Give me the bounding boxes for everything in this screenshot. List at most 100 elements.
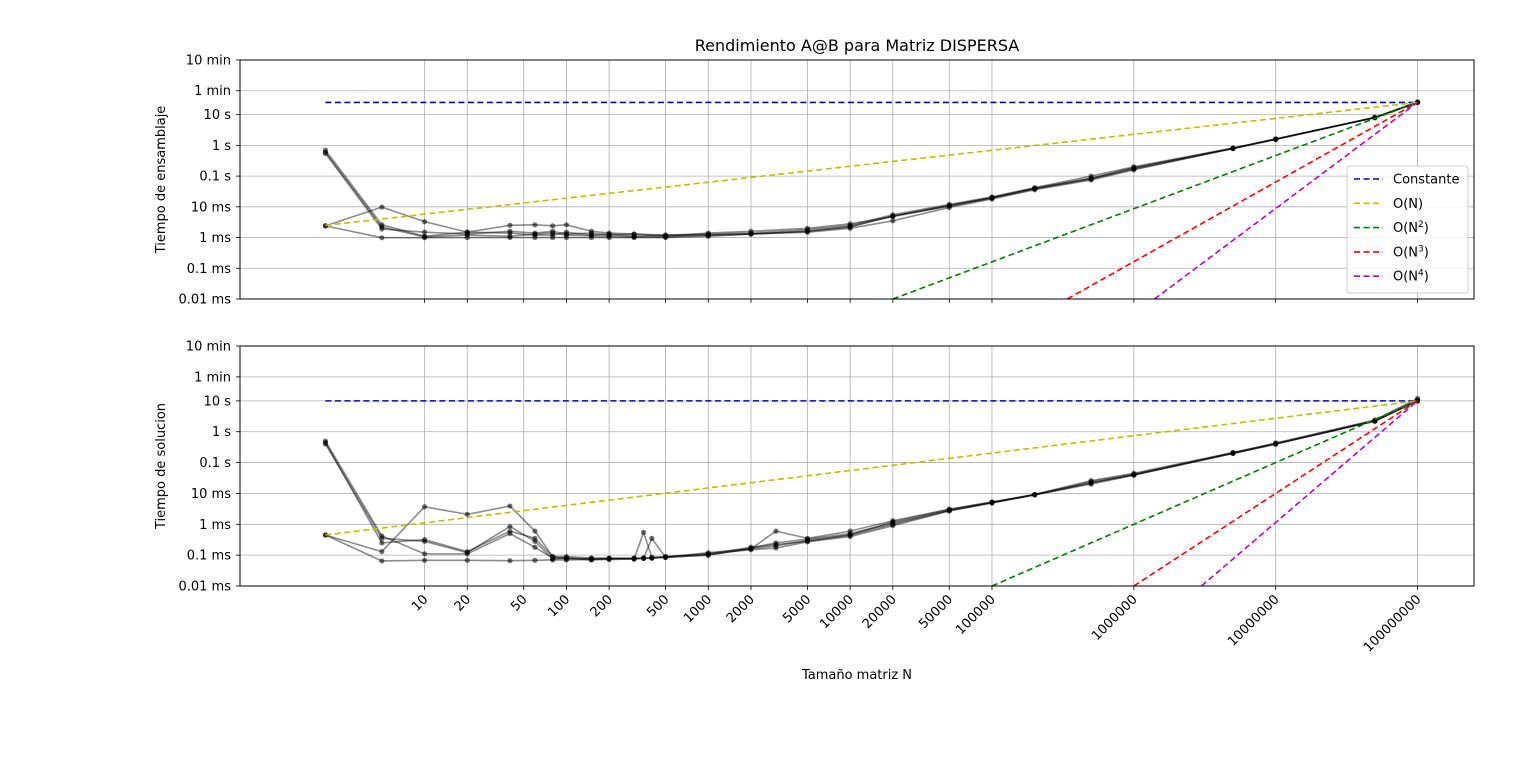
data-point bbox=[1273, 441, 1279, 447]
data-point bbox=[847, 532, 853, 538]
data-point bbox=[550, 557, 556, 563]
data-point bbox=[588, 556, 594, 563]
data-point bbox=[1131, 164, 1137, 171]
y-tick-label: 10 s bbox=[204, 394, 232, 409]
data-point bbox=[464, 551, 470, 557]
data-point bbox=[532, 535, 538, 541]
legend-label: O(N3) bbox=[1393, 244, 1429, 260]
y-tick-label: 1 ms bbox=[199, 518, 231, 533]
chart-title: Rendimiento A@B para Matriz DISPERSA bbox=[695, 36, 1020, 55]
data-point bbox=[804, 537, 811, 544]
data-point bbox=[421, 235, 428, 241]
data-point bbox=[890, 521, 896, 527]
data-point bbox=[507, 503, 513, 509]
data-point bbox=[379, 558, 385, 564]
data-point bbox=[550, 223, 556, 229]
measurement-series-group bbox=[322, 99, 1421, 241]
data-point bbox=[640, 555, 647, 562]
y-tick-label: 10 s bbox=[204, 108, 232, 123]
data-point bbox=[890, 218, 896, 224]
data-point bbox=[1088, 480, 1094, 486]
data-point bbox=[662, 234, 669, 241]
reference-line bbox=[1066, 101, 1418, 299]
series-line bbox=[325, 101, 1418, 236]
data-point bbox=[804, 228, 811, 234]
data-point bbox=[550, 234, 556, 241]
data-point bbox=[550, 228, 556, 234]
assembly-time-panel: 0.01 ms 0.1 ms 1 ms 10 ms 0.1 s 1 s 10 s 1 min 1… bbox=[154, 54, 1475, 308]
y-axis-label: Tiempo de ensamblaje bbox=[154, 106, 169, 255]
data-point bbox=[379, 533, 385, 539]
data-point bbox=[1088, 175, 1094, 181]
y-tick-label: 0.1 s bbox=[199, 170, 231, 185]
y-tick-label: 0.1 ms bbox=[187, 262, 231, 277]
reference-line bbox=[991, 400, 1418, 586]
y-tick-label: 1 ms bbox=[199, 231, 231, 246]
data-point bbox=[1032, 185, 1038, 191]
data-point bbox=[563, 557, 570, 563]
measurement-series-group bbox=[322, 395, 1421, 564]
y-tick-label: 10 ms bbox=[191, 200, 231, 215]
x-axis-label: Tamaño matriz N bbox=[801, 668, 912, 683]
data-point bbox=[322, 438, 329, 444]
y-tick-label: 1 min bbox=[194, 370, 231, 385]
data-point bbox=[532, 222, 538, 228]
data-point bbox=[946, 507, 952, 514]
y-axis-label: Tiempo de solucion bbox=[154, 403, 169, 530]
data-point bbox=[1032, 492, 1038, 498]
data-point bbox=[421, 229, 428, 235]
reference-lines-group bbox=[325, 101, 1419, 299]
data-point bbox=[705, 233, 711, 239]
data-point bbox=[322, 150, 329, 156]
data-point bbox=[379, 540, 385, 546]
data-point bbox=[1230, 450, 1236, 456]
data-point bbox=[507, 222, 513, 228]
data-point bbox=[662, 554, 669, 560]
data-point bbox=[890, 213, 896, 219]
data-point bbox=[748, 231, 754, 237]
data-point bbox=[421, 536, 428, 543]
data-point bbox=[507, 558, 513, 564]
data-point bbox=[507, 234, 513, 241]
data-point bbox=[379, 235, 385, 241]
data-point bbox=[379, 549, 385, 555]
data-point bbox=[946, 202, 952, 209]
data-point bbox=[606, 234, 612, 241]
y-tick-label: 10 min bbox=[186, 54, 231, 69]
legend-label: O(N2) bbox=[1393, 220, 1429, 236]
legend: Constante O(N) O(N2) O(N3) O(N4) bbox=[1346, 165, 1469, 294]
reference-line bbox=[892, 101, 1418, 299]
series-line bbox=[324, 101, 1418, 238]
data-point bbox=[532, 230, 538, 236]
legend-label: O(N) bbox=[1393, 197, 1423, 212]
series-line bbox=[324, 101, 1418, 238]
legend-label: O(N4) bbox=[1393, 269, 1429, 285]
data-point bbox=[379, 222, 385, 228]
data-point bbox=[748, 546, 754, 552]
data-point bbox=[464, 511, 470, 517]
data-point bbox=[649, 555, 655, 561]
data-point bbox=[773, 528, 779, 534]
series-line bbox=[324, 101, 1418, 238]
data-point bbox=[507, 228, 513, 234]
data-point bbox=[606, 230, 612, 236]
reference-line bbox=[1154, 101, 1419, 299]
data-point bbox=[847, 528, 853, 534]
data-point bbox=[1230, 145, 1236, 151]
y-tick-label: 0.1 ms bbox=[187, 549, 231, 564]
y-tick-label: 10 ms bbox=[191, 487, 231, 502]
data-point bbox=[421, 551, 428, 557]
series-line bbox=[325, 101, 1418, 239]
data-point bbox=[532, 528, 538, 534]
data-point bbox=[532, 557, 538, 563]
data-point bbox=[640, 529, 647, 535]
data-point bbox=[847, 223, 853, 230]
data-point bbox=[989, 194, 995, 201]
data-point bbox=[631, 556, 637, 562]
data-point bbox=[606, 556, 612, 563]
data-point bbox=[532, 234, 538, 241]
data-point bbox=[507, 530, 513, 537]
data-point bbox=[379, 204, 385, 210]
legend-label: Constante bbox=[1393, 173, 1459, 188]
